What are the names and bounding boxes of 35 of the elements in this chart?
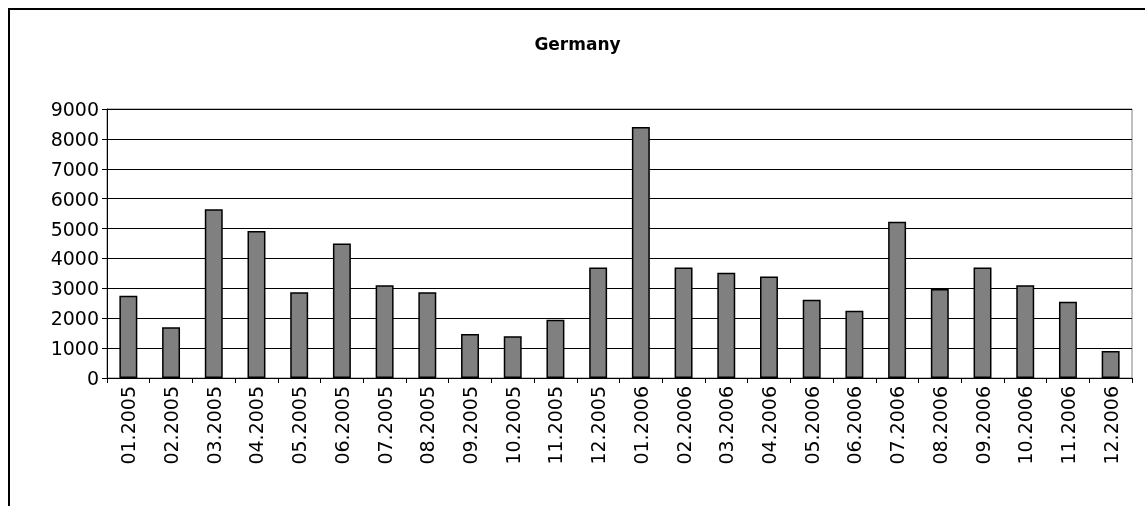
y-tick-label: 8000 [50, 127, 99, 150]
x-tick-label: 07.2005 [373, 386, 396, 465]
x-tick-label: 03.2005 [202, 386, 225, 465]
x-tick-label: 04.2006 [757, 386, 780, 465]
x-tick-label: 11.2006 [1056, 386, 1079, 465]
x-tick-label: 02.2005 [160, 386, 183, 465]
x-tick-label: 05.2006 [800, 386, 823, 465]
y-tick-label: 5000 [50, 217, 99, 240]
y-tick-label: 7000 [50, 157, 99, 180]
x-tick-label: 03.2006 [715, 386, 738, 465]
y-tick-label: 0 [86, 367, 99, 389]
x-tick-label: 10.2006 [1014, 386, 1037, 465]
y-tick-label: 1000 [50, 337, 99, 360]
y-tick-label: 3000 [50, 277, 99, 300]
x-tick-label: 08.2005 [416, 386, 439, 465]
x-tick-label: 06.2006 [843, 386, 866, 465]
x-tick-label: 06.2005 [330, 386, 353, 465]
x-tick-label: 02.2006 [672, 386, 695, 465]
y-tick-label: 2000 [50, 307, 99, 330]
x-tick-label: 12.2005 [587, 386, 610, 465]
x-tick-label: 12.2006 [1099, 386, 1122, 465]
x-tick-label: 10.2005 [501, 386, 524, 465]
x-tick-label: 07.2006 [886, 386, 909, 465]
chart-title: Germany [534, 33, 621, 54]
x-tick-label: 01.2005 [117, 386, 140, 465]
y-tick-label: 6000 [50, 187, 99, 210]
x-tick-label: 08.2006 [928, 386, 951, 465]
y-tick-label: 4000 [50, 247, 99, 270]
x-tick-label: 04.2005 [245, 386, 268, 465]
x-tick-label: 01.2006 [629, 386, 652, 465]
x-tick-label: 05.2005 [288, 386, 311, 465]
x-tick-label: 11.2005 [544, 386, 567, 465]
x-tick-label: 09.2005 [459, 386, 482, 465]
x-tick-label: 09.2006 [971, 386, 994, 465]
y-tick-label: 9000 [50, 98, 99, 120]
